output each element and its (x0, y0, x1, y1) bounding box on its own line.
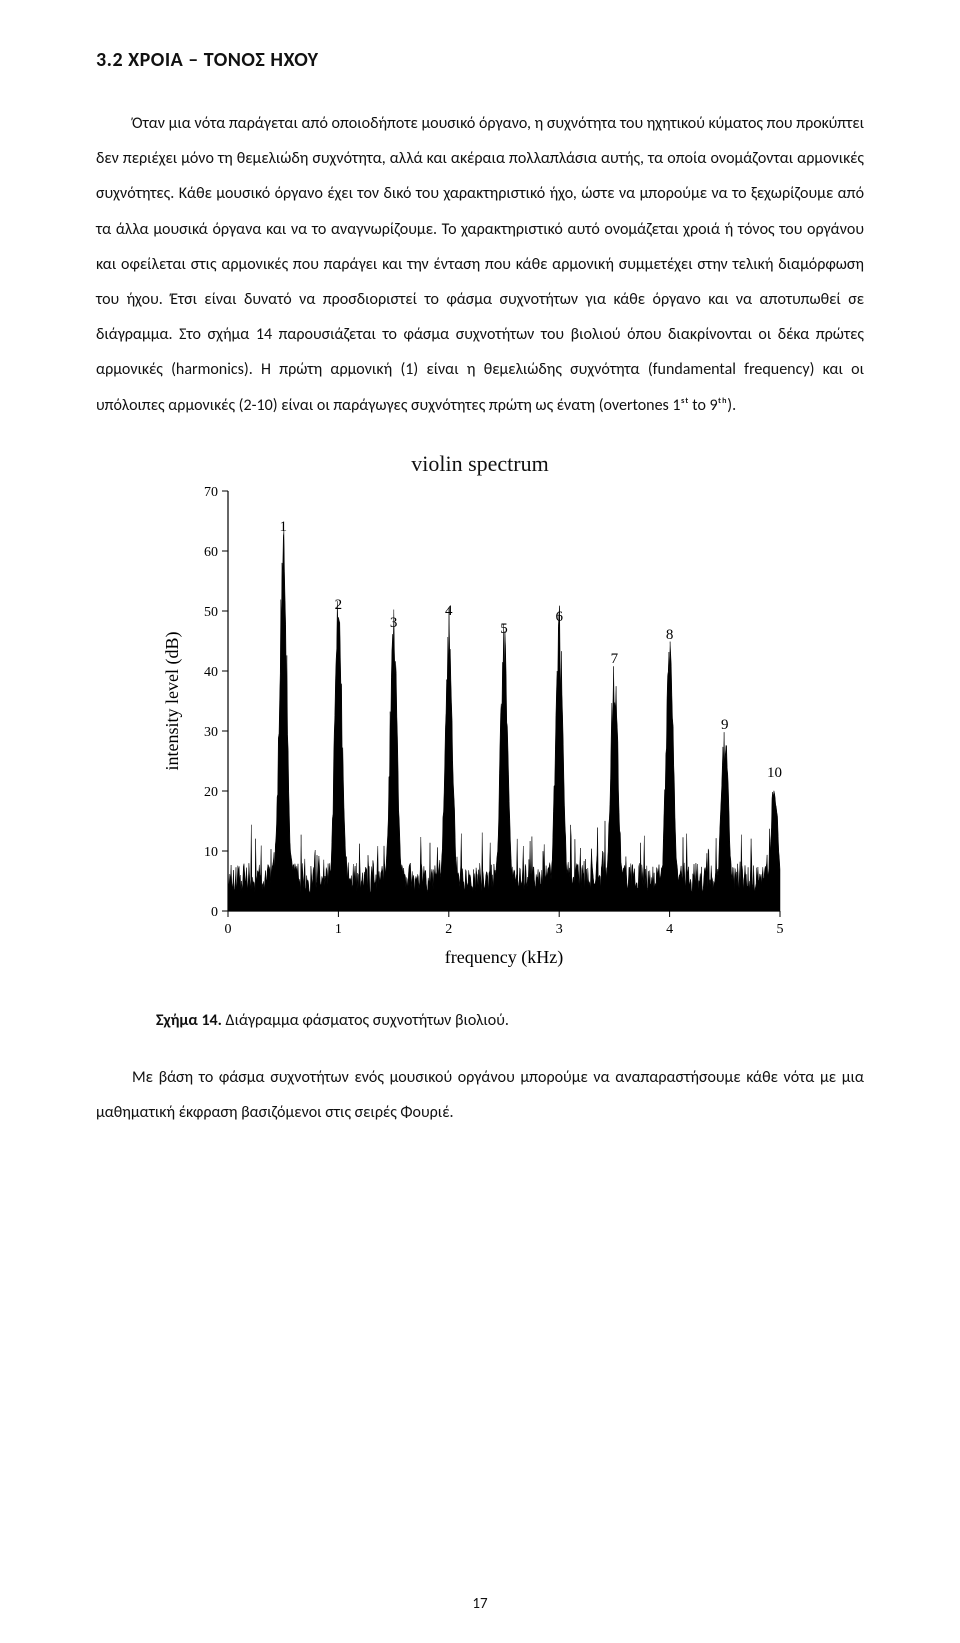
svg-text:50: 50 (204, 605, 218, 620)
paragraph-1: Όταν μια νότα παράγεται από οποιοδήποτε … (96, 106, 864, 423)
svg-text:3: 3 (390, 615, 398, 631)
svg-text:5: 5 (500, 621, 508, 637)
svg-text:3: 3 (556, 922, 563, 937)
svg-text:1: 1 (335, 922, 342, 937)
svg-text:30: 30 (204, 725, 218, 740)
caption-text: Διάγραμμα φάσματος συχνοτήτων βιολιού. (222, 1011, 509, 1030)
svg-text:5: 5 (777, 922, 784, 937)
svg-text:10: 10 (204, 845, 218, 860)
svg-text:7: 7 (611, 651, 619, 667)
svg-text:intensity level (dB): intensity level (dB) (162, 631, 183, 770)
paragraph-2: Με βάση το φάσμα συχνοτήτων ενός μουσικο… (96, 1060, 864, 1130)
chart-title: violin spectrum (96, 451, 864, 477)
svg-text:9: 9 (721, 717, 729, 733)
caption-label: Σχήμα 14. (156, 1011, 222, 1030)
svg-text:70: 70 (204, 485, 218, 500)
page: 3.2 ΧΡΟΙΑ – ΤΟΝΟΣ ΗΧΟΥ Όταν μια νότα παρ… (0, 0, 960, 1643)
svg-text:1: 1 (279, 519, 287, 535)
svg-text:2: 2 (445, 922, 452, 937)
page-number: 17 (0, 1595, 960, 1613)
svg-text:0: 0 (225, 922, 232, 937)
svg-text:2: 2 (335, 597, 343, 613)
svg-text:frequency (kHz): frequency (kHz) (445, 947, 563, 968)
svg-text:0: 0 (211, 905, 218, 920)
svg-text:10: 10 (767, 765, 782, 781)
svg-text:60: 60 (204, 545, 218, 560)
figure-caption: Σχήμα 14. Διάγραμμα φάσματος συχνοτήτων … (156, 1011, 864, 1030)
svg-text:6: 6 (555, 609, 563, 625)
svg-text:20: 20 (204, 785, 218, 800)
spectrum-chart: 0 10 20 30 40 50 60 70 0 1 2 3 4 5 frequency (kHz) inte… (96, 481, 864, 981)
svg-text:4: 4 (445, 603, 453, 619)
svg-text:4: 4 (666, 922, 673, 937)
svg-text:8: 8 (666, 627, 674, 643)
svg-text:40: 40 (204, 665, 218, 680)
section-heading: 3.2 ΧΡΟΙΑ – ΤΟΝΟΣ ΗΧΟΥ (96, 48, 864, 72)
spectrum-svg: 0 10 20 30 40 50 60 70 0 1 2 3 4 5 frequency (kHz) inte… (160, 481, 800, 981)
